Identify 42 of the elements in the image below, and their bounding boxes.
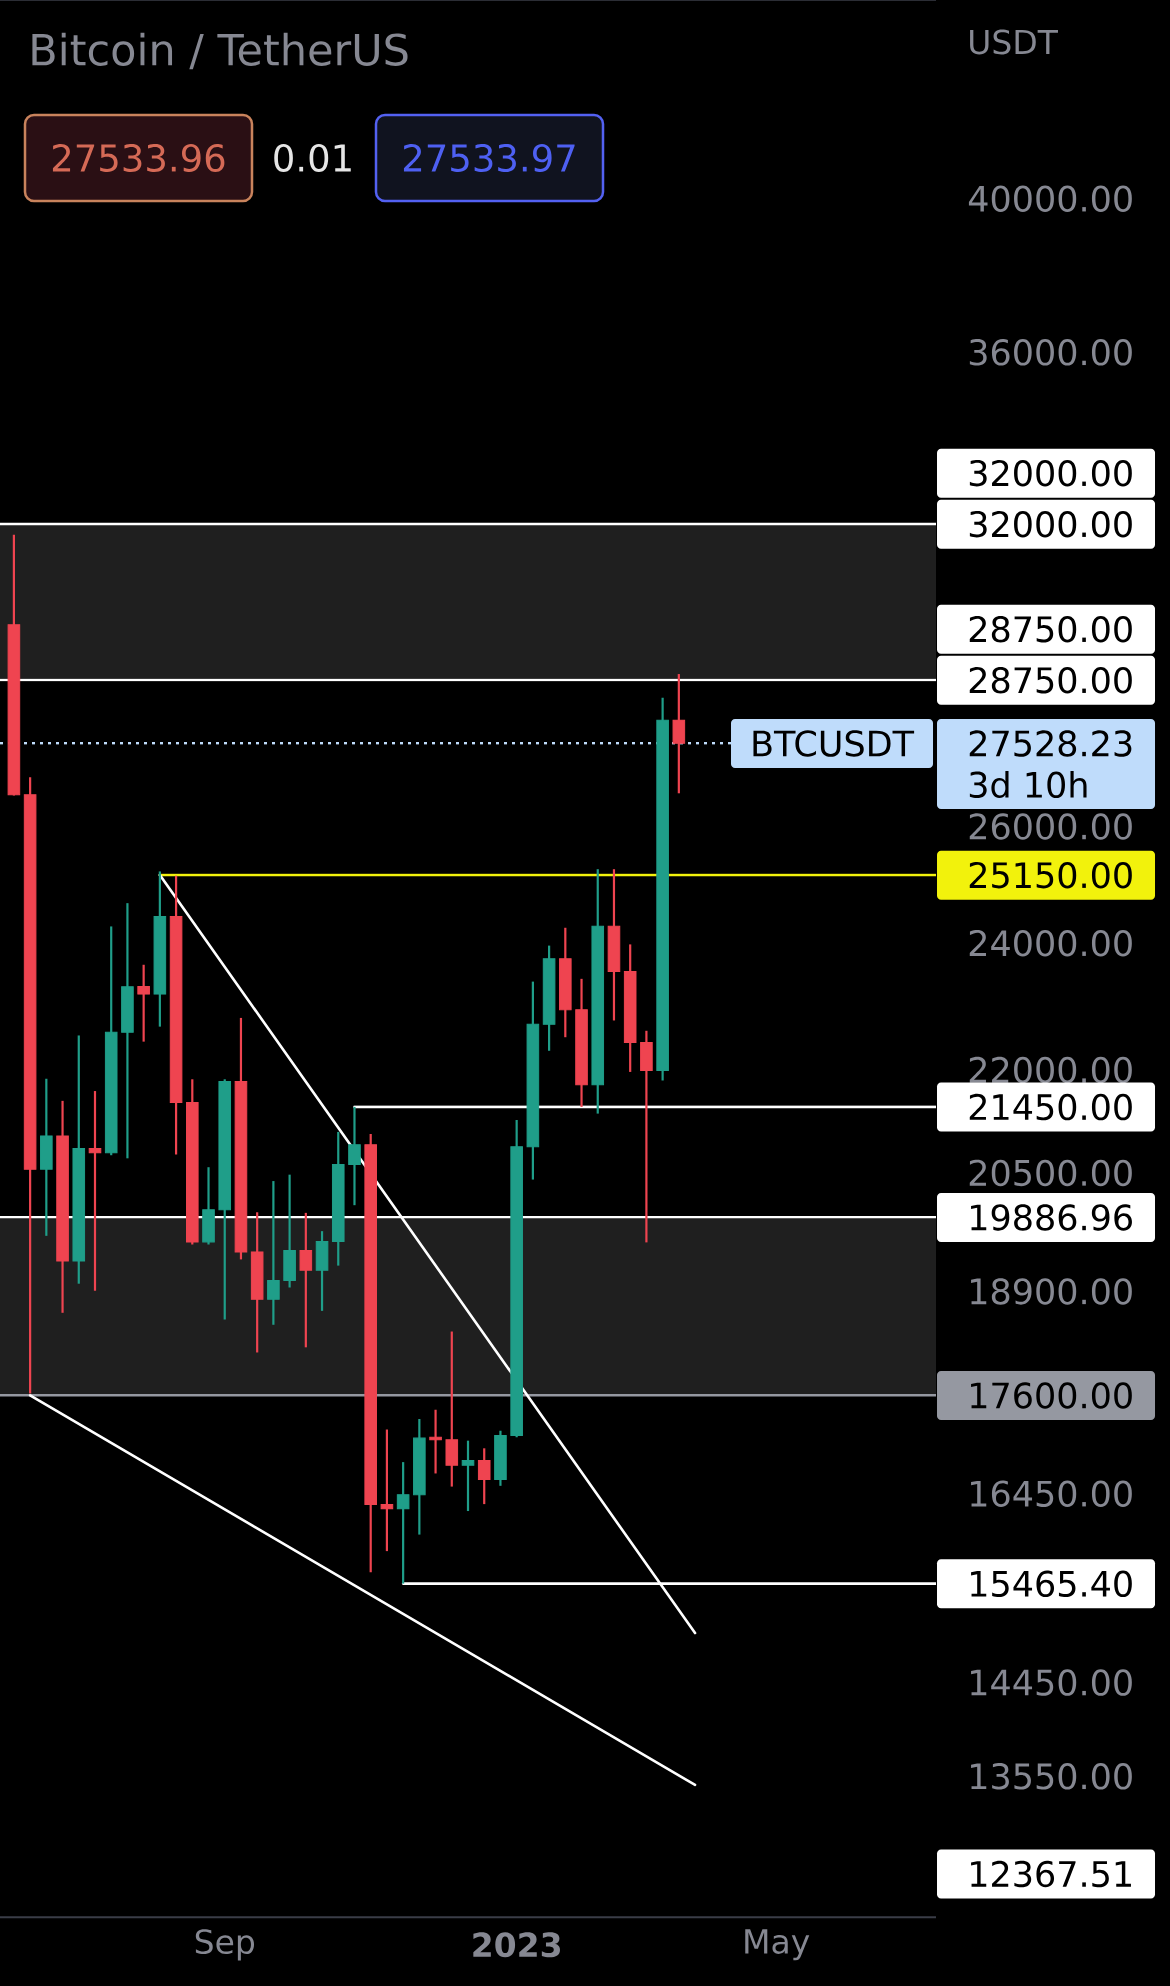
series-label: 21450.00 [969, 1093, 1132, 1121]
y-tick-label: 26000.00 [969, 813, 1132, 840]
candlestick [380, 1428, 394, 1553]
ref-line-label: 28750.00 [969, 666, 1132, 694]
ref-line-label: 19886.96 [971, 1204, 1132, 1231]
annotation: 0.01 [274, 143, 351, 172]
candlestick [461, 1439, 475, 1513]
y-tick-label: 20500.00 [969, 1159, 1132, 1187]
y-tick-label: 24000.00 [969, 929, 1132, 957]
y-tick-label: 40000.00 [968, 185, 1132, 212]
text: 12367.51 [971, 1860, 1131, 1888]
candlestick [429, 1408, 442, 1475]
text: 28750.00 [969, 615, 1132, 643]
x-tick-label: May [745, 1929, 810, 1961]
candlestick [477, 1447, 491, 1506]
ref-line-label: 32000.00 [969, 510, 1132, 538]
y-tick-label: 18900.00 [971, 1278, 1132, 1305]
y-tick-label: 36000.00 [969, 339, 1132, 366]
candlestick [137, 963, 150, 1043]
y-tick-label: 22000.00 [969, 1056, 1132, 1084]
series-label: 25150.00 [969, 861, 1132, 889]
candlestick [267, 1179, 280, 1326]
candlestick [348, 1105, 361, 1207]
candlestick [88, 1089, 102, 1292]
annotation: 27533.97 [403, 143, 575, 172]
text: 32000.00 [969, 459, 1132, 487]
y-tick-label: 14450.00 [971, 1669, 1132, 1696]
x-tick-label: 2023 [473, 1932, 560, 1958]
series-label: 15465.40 [971, 1570, 1132, 1598]
candlestick [396, 1461, 410, 1585]
x-tick-label: Sep [195, 1929, 255, 1961]
candlestick [299, 1211, 313, 1349]
ref-line-label: 27528.23 [969, 730, 1132, 757]
y-tick-label: 16450.00 [971, 1480, 1132, 1507]
text: Bitcoin / TetherUS [32, 32, 408, 70]
annotation: 27533.96 [52, 143, 225, 172]
candlestick [672, 672, 686, 795]
y-axis-title: USDT [970, 29, 1058, 55]
ref-line-label: 17600.00 [971, 1382, 1132, 1409]
y-tick-label: 13550.00 [971, 1763, 1132, 1790]
annotation: BTCUSDT [753, 730, 915, 757]
text: 3d 10h [969, 770, 1087, 799]
